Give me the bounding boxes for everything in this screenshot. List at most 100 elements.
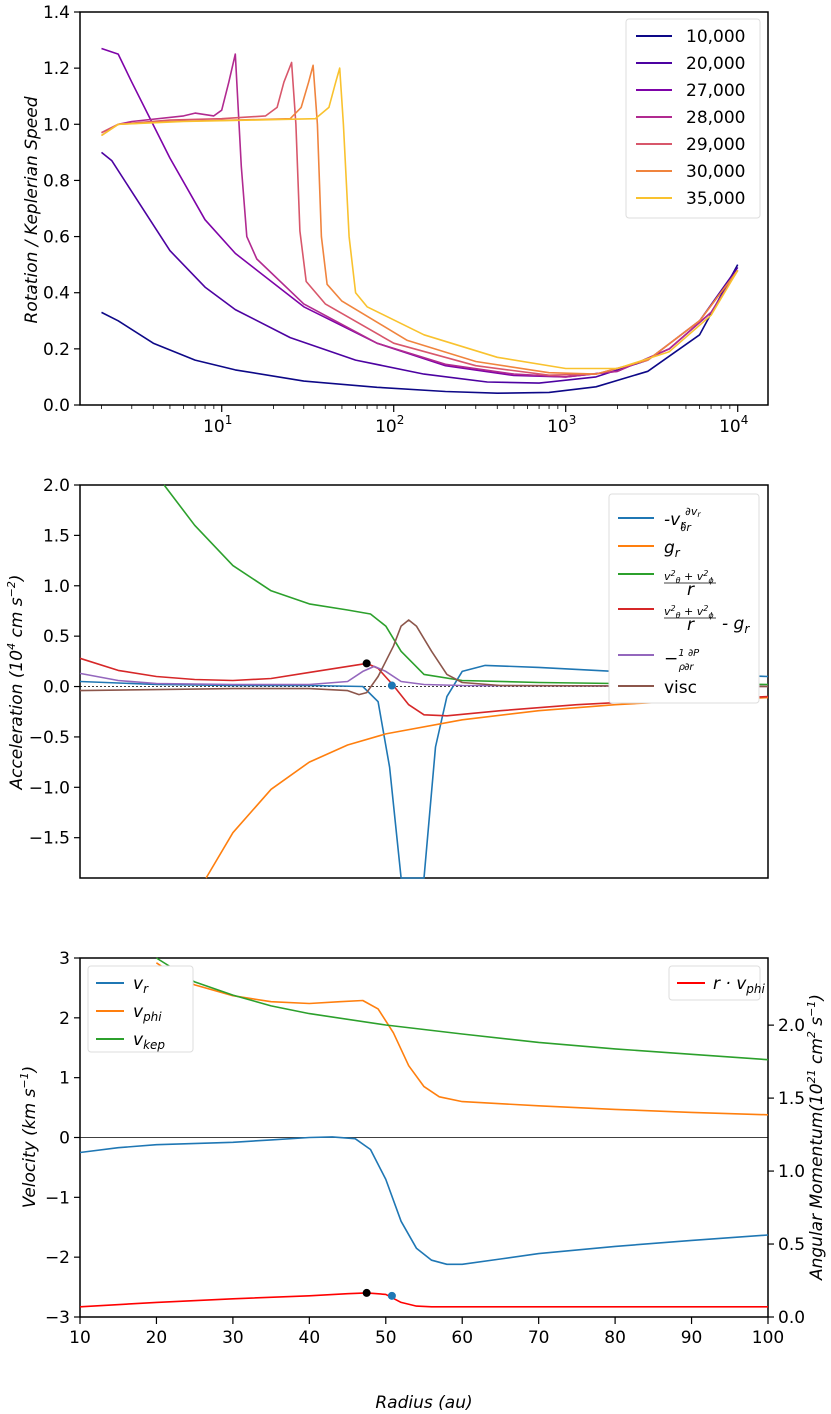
- y-tick-label: 0.5: [43, 627, 70, 647]
- y-axis-ticks: 0.0 0.2 0.4 0.6 0.8 1.0 1.2 1.4: [43, 3, 80, 416]
- y-axis-ticks: −1.5 −1.0 −0.5 0.0 0.5 1.0 1.5 2.0: [29, 476, 80, 849]
- legend-label-30-000: 30,000: [686, 162, 745, 182]
- y-tick-label: 0.0: [43, 678, 70, 698]
- y-axis-label: Velocity (km s−1): [18, 1066, 40, 1209]
- plot-frame: [79, 11, 769, 406]
- y-axis-label: Rotation / Keplerian Speed: [22, 96, 42, 323]
- series-lines: [79, 957, 769, 1308]
- y-tick-label: 2.0: [43, 476, 70, 496]
- series-line-v-kep: [155, 957, 769, 1061]
- legend-label-minus-gr: - gr: [722, 614, 750, 636]
- marked-point: [362, 1288, 371, 1297]
- legend-label-visc: visc: [664, 678, 697, 698]
- series-lines: [100, 47, 739, 394]
- legend-left: vr vphi vkep: [87, 965, 194, 1053]
- y-tick-label: 1.5: [43, 526, 70, 546]
- legend-label-27-000: 27,000: [686, 81, 745, 101]
- x-tick-label: 100: [752, 1328, 784, 1348]
- legend-box: [87, 965, 194, 1053]
- y-tick-label: 2: [59, 1009, 70, 1029]
- y-tick-label: −1.5: [29, 829, 70, 849]
- y-tick-label: 0: [59, 1129, 70, 1149]
- panel-rotation: 0.0 0.2 0.4 0.6 0.8 1.0 1.2 1.4 101 102 103 104 Ro…: [22, 3, 769, 437]
- legend-label-29-000: 29,000: [686, 135, 745, 155]
- marked-points: [362, 1288, 396, 1300]
- x-axis-label: Radius (au): [375, 1393, 472, 1413]
- x-tick-label: 103: [547, 413, 576, 437]
- legend-box: [668, 965, 761, 1001]
- series-line-35-000: [101, 67, 739, 370]
- y-tick-label: 0.2: [43, 340, 70, 360]
- x-tick-label: 90: [681, 1328, 703, 1348]
- series-line-v-r: [79, 1136, 769, 1266]
- panel-velocity: −3 −2 −1 0 1 2 3 0.0 0.5 1.0 1.5 2.0 10 20 30 40 50 60 7…: [18, 949, 827, 1413]
- x-tick-label: 104: [719, 413, 748, 437]
- x-tick-label: 101: [203, 413, 232, 437]
- x-tick-label: 20: [146, 1328, 168, 1348]
- series-line-visc: [79, 619, 769, 696]
- y-tick-label: 1.0: [43, 577, 70, 597]
- series-line-v-2-v-2-r-g-r: [79, 657, 769, 717]
- y-tick-label: 1.0: [43, 115, 70, 135]
- legend-label-centrifugal: v2θ + v2ϕ: [664, 569, 714, 585]
- legend-label-28-000: 28,000: [686, 108, 745, 128]
- series-line-1-p-r: [79, 665, 769, 688]
- legend-label-net-centrifugal: v2θ + v2ϕ: [664, 604, 714, 620]
- y2-tick-label: 1.0: [778, 1162, 805, 1182]
- legend-entries: 10,000 20,000 27,000 28,000 29,000 30,000 35,0…: [636, 27, 745, 209]
- x-tick-label: 102: [375, 413, 404, 437]
- x-tick-label: 10: [69, 1328, 91, 1348]
- series-line-g-r: [205, 696, 769, 879]
- marked-point: [387, 681, 396, 690]
- series-line-v-phi: [155, 962, 769, 1116]
- y-tick-label: 0.8: [43, 171, 70, 191]
- y2-axis-label: Angular Momentum(1021 cm2 s−1): [805, 994, 827, 1281]
- y2-tick-label: 0.5: [778, 1235, 805, 1255]
- marked-point: [362, 659, 371, 668]
- x-tick-label: 80: [604, 1328, 626, 1348]
- x-tick-label: 40: [299, 1328, 321, 1348]
- y-tick-label: 1.2: [43, 59, 70, 79]
- y-axis-label: Acceleration (104 cm s−2): [5, 574, 27, 790]
- y-tick-label: 0.6: [43, 228, 70, 248]
- y-tick-label: −0.5: [29, 728, 70, 748]
- y-tick-label: 0.0: [43, 396, 70, 416]
- y-tick-label: 1: [59, 1069, 70, 1089]
- x-tick-label: 60: [451, 1328, 473, 1348]
- y-tick-label: −3: [45, 1308, 70, 1328]
- y2-tick-label: 2.0: [778, 1016, 805, 1036]
- y-axis-ticks: −3 −2 −1 0 1 2 3: [45, 949, 80, 1328]
- x-axis-ticks: 101 102 103 104: [101, 405, 748, 437]
- x-tick-label: 70: [528, 1328, 550, 1348]
- x-tick-label: 50: [375, 1328, 397, 1348]
- series-line-10-000: [101, 264, 739, 394]
- series-line-v-2-v-2-r: [163, 484, 769, 686]
- y-tick-label: −2: [45, 1248, 70, 1268]
- y2-tick-label: 0.0: [778, 1308, 805, 1328]
- x-axis-ticks: 10 20 30 40 50 60 70 80 90 100: [69, 1317, 784, 1348]
- legend-label-20-000: 20,000: [686, 54, 745, 74]
- legend-label-10-000: 10,000: [686, 27, 745, 47]
- y-tick-label: 0.4: [43, 284, 70, 304]
- y-tick-label: 1.4: [43, 3, 70, 23]
- legend-label-denominator: r: [687, 580, 695, 600]
- legend: -vr∂vr ∂r gr v2θ + v2ϕ r v2θ + v2ϕ r - gr…: [608, 493, 760, 704]
- legend: 10,000 20,000 27,000 28,000 29,000 30,000 35,0…: [625, 18, 761, 219]
- y-tick-label: −1.0: [29, 778, 70, 798]
- legend-label-35-000: 35,000: [686, 189, 745, 209]
- marked-points: [362, 659, 396, 690]
- series-line-v-r-v-r-r: [79, 664, 769, 879]
- marked-point: [387, 1291, 396, 1300]
- y-tick-label: 3: [59, 949, 70, 969]
- legend-box: [625, 18, 761, 219]
- legend-right: r · vphi: [668, 965, 765, 1001]
- y2-tick-label: 1.5: [778, 1089, 805, 1109]
- x-tick-label: 30: [222, 1328, 244, 1348]
- legend-label-denominator: r: [687, 615, 695, 635]
- y-tick-label: −1: [45, 1188, 70, 1208]
- panel-acceleration: −1.5 −1.0 −0.5 0.0 0.5 1.0 1.5 2.0 Acceleration…: [5, 476, 769, 879]
- series-line-r-v-phi: [79, 1292, 768, 1308]
- legend-swatches: [618, 517, 654, 687]
- y2-axis-ticks: 0.0 0.5 1.0 1.5 2.0: [768, 1016, 805, 1328]
